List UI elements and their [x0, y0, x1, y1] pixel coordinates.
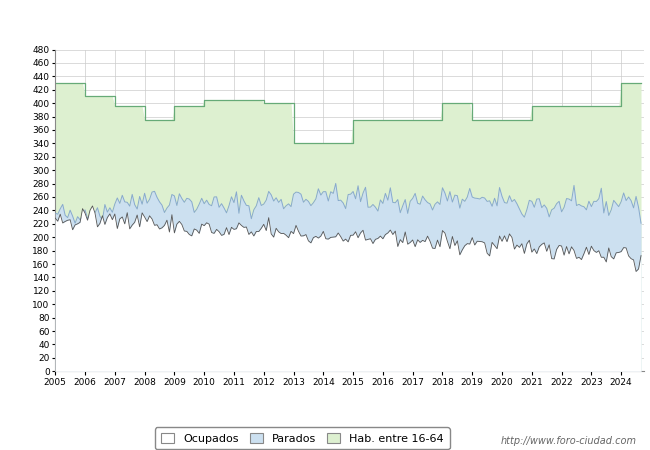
Text: FORO-CIUDAD.COM: FORO-CIUDAD.COM	[183, 244, 515, 273]
Text: http://www.foro-ciudad.com: http://www.foro-ciudad.com	[501, 436, 637, 446]
Legend: Ocupados, Parados, Hab. entre 16-64: Ocupados, Parados, Hab. entre 16-64	[155, 428, 450, 450]
Text: Válor - Evolucion de la poblacion en edad de Trabajar Septiembre de 2024: Válor - Evolucion de la poblacion en eda…	[77, 15, 573, 28]
